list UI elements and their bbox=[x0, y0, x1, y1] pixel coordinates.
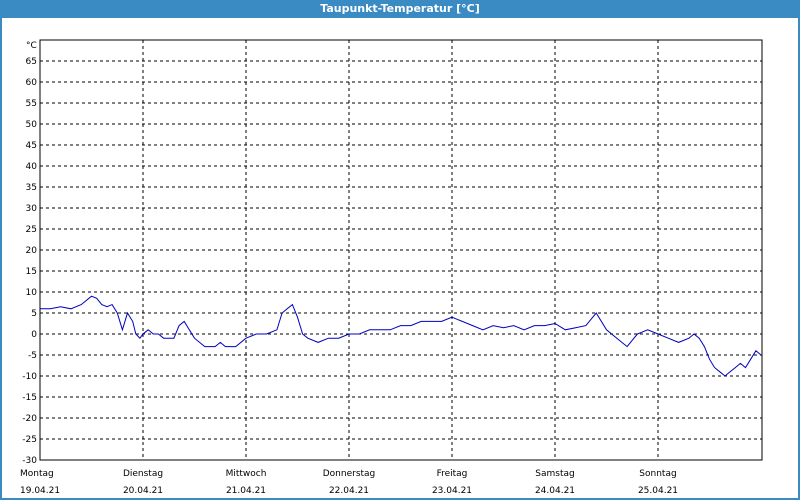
x-tick-date: 20.04.21 bbox=[123, 486, 163, 496]
y-tick-label: 50 bbox=[26, 120, 38, 130]
window-border-left bbox=[0, 18, 2, 500]
x-tick-day: Montag bbox=[20, 469, 54, 479]
x-tick-day: Donnerstag bbox=[323, 469, 376, 479]
y-tick-label: -30 bbox=[22, 456, 37, 466]
y-tick-label: -5 bbox=[28, 351, 37, 361]
y-tick-label: 60 bbox=[26, 78, 38, 88]
y-tick-label: 55 bbox=[26, 99, 37, 109]
window-border-right bbox=[798, 18, 800, 500]
y-tick-label: -10 bbox=[22, 372, 37, 382]
y-tick-label: 65 bbox=[26, 57, 37, 67]
x-tick-date: 22.04.21 bbox=[329, 486, 369, 496]
x-tick-date: 19.04.21 bbox=[20, 486, 60, 496]
y-tick-label: 5 bbox=[31, 309, 37, 319]
window-border-bottom bbox=[0, 498, 800, 500]
y-tick-label: 30 bbox=[26, 204, 38, 214]
y-tick-label: -15 bbox=[22, 393, 37, 403]
x-tick-day: Mittwoch bbox=[226, 469, 267, 479]
y-tick-label: -25 bbox=[22, 435, 37, 445]
y-tick-label: -20 bbox=[22, 414, 37, 424]
y-tick-label: 15 bbox=[26, 267, 37, 277]
x-tick-date: 24.04.21 bbox=[535, 486, 575, 496]
x-tick-date: 25.04.21 bbox=[638, 486, 678, 496]
plot-frame bbox=[39, 39, 763, 461]
y-tick-label: 45 bbox=[26, 141, 37, 151]
y-axis-unit-label: °C bbox=[26, 41, 37, 51]
y-tick-label: 0 bbox=[31, 330, 37, 340]
window-title: Taupunkt-Temperatur [°C] bbox=[0, 0, 800, 18]
x-tick-date: 21.04.21 bbox=[226, 486, 266, 496]
x-tick-day: Samstag bbox=[535, 469, 574, 479]
y-tick-label: 40 bbox=[26, 162, 38, 172]
x-tick-day: Freitag bbox=[437, 469, 468, 479]
x-tick-day: Sonntag bbox=[639, 469, 676, 479]
y-tick-label: 10 bbox=[26, 288, 38, 298]
y-tick-label: 25 bbox=[26, 225, 37, 235]
series-line bbox=[40, 295, 762, 377]
x-tick-day: Dienstag bbox=[123, 469, 163, 479]
x-tick-date: 23.04.21 bbox=[432, 486, 472, 496]
y-tick-label: 20 bbox=[26, 246, 38, 256]
y-tick-label: 35 bbox=[26, 183, 37, 193]
